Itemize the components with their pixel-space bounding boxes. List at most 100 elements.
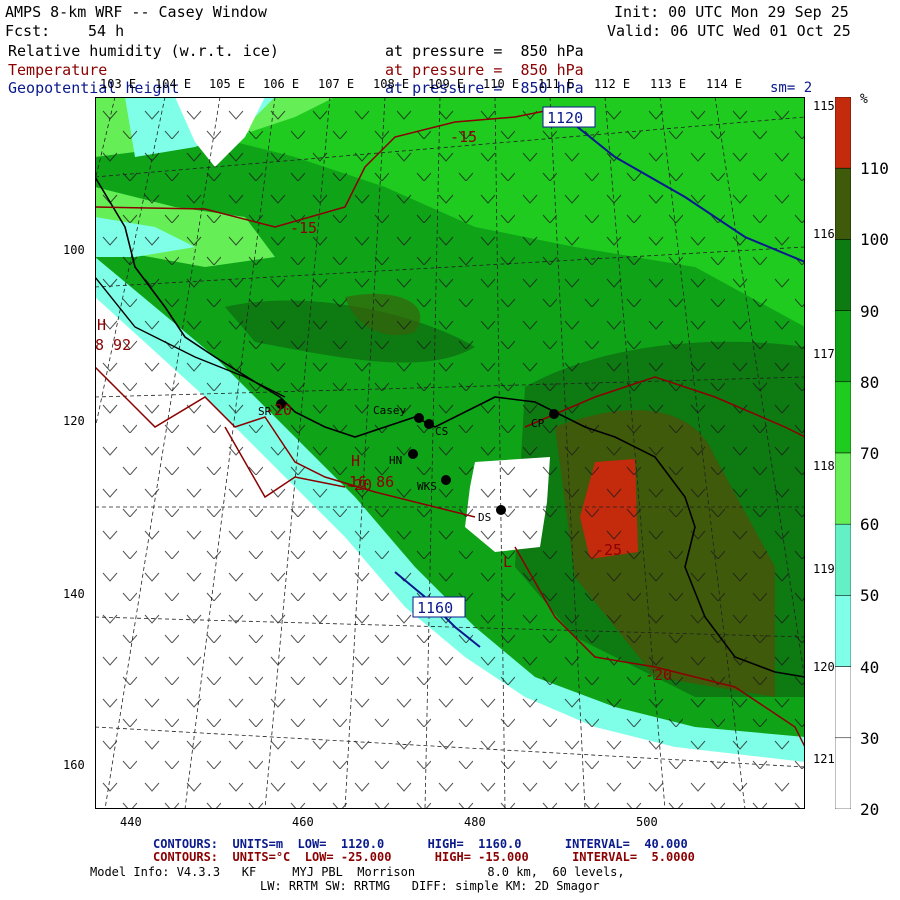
colorbar-tick-label: 70	[860, 444, 880, 463]
colorbar-tick-label: 100	[860, 230, 889, 250]
footer-temp-units: UNITS=°C	[232, 850, 291, 864]
footer-height-high: HIGH= 1160.0	[427, 837, 522, 851]
smoothing-label: sm= 2	[770, 80, 813, 96]
colorbar-tick-label: 50	[860, 586, 880, 606]
lon-label-106: 106 E	[263, 77, 300, 91]
colorbar-tick-label: 30	[860, 728, 880, 748]
colorbar-segment	[835, 239, 851, 311]
footer-height-low: LOW= 1120.0	[297, 837, 385, 851]
temp-label-d: -20	[345, 476, 372, 494]
forecast-label: Fcst:	[5, 22, 51, 40]
valid-time: Valid: 06 UTC Wed 01 Oct 25	[607, 22, 851, 40]
field-height-level: at pressure = 850 hPa	[385, 79, 584, 97]
station-dot-ds	[496, 505, 506, 515]
colorbar-unit: %	[860, 92, 868, 107]
temp-label-c: -20	[265, 401, 292, 419]
lon-label-111: 111 E	[538, 77, 575, 91]
colorbar-tick-label: 60	[860, 515, 880, 535]
high-value-casey: 16 86	[349, 473, 394, 491]
footer-height-units: UNITS=m	[232, 837, 284, 851]
high-symbol-casey: H	[351, 452, 360, 470]
lon-label-108: 108 E	[373, 77, 410, 91]
temperature-contours	[95, 106, 805, 748]
station-dot-sr	[276, 399, 286, 409]
low-symbol: L	[503, 553, 512, 571]
station-dot-hn	[408, 449, 418, 459]
footer-temp-low: LOW= -25.000	[304, 850, 392, 864]
temp-label-f: -20	[645, 666, 672, 684]
colorbar-segment	[835, 381, 851, 454]
temp-label-b: -15	[290, 219, 317, 237]
height-label-1120: 1120	[547, 109, 583, 127]
colorbar-tick-label: 110	[860, 159, 889, 179]
footer-physics-info: LW: RRTM SW: RRTMG DIFF: simple KM: 2D S…	[260, 879, 600, 893]
colorbar-segment	[835, 452, 851, 525]
station-dot-cp	[549, 409, 559, 419]
map-frame	[95, 97, 805, 809]
coastline	[95, 176, 805, 678]
rh-map: SR Casey CS HN WKS DS CP 1120 1160 -15 -…	[95, 97, 805, 809]
lon-label-114: 114 E	[706, 77, 743, 91]
wind-barbs	[95, 97, 805, 809]
colorbar-tick-label: 90	[860, 301, 880, 321]
grid-label-bottom-440: 440	[120, 815, 142, 829]
lon-label-103: 103 E	[100, 77, 137, 91]
lon-label-113: 113 E	[650, 77, 687, 91]
footer-height-label: CONTOURS:	[153, 837, 219, 851]
colorbar-segment	[835, 595, 851, 667]
footer-temp-high: HIGH= -15.000	[434, 850, 529, 864]
grid-label-left-120: 120	[63, 414, 85, 428]
footer-height-interval: INTERVAL= 40.000	[564, 837, 688, 851]
coastline-inner	[95, 276, 286, 398]
colorbar-segment	[835, 97, 851, 169]
temp-label-e: -25	[595, 541, 622, 559]
init-time: Init: 00 UTC Mon 29 Sep 25	[614, 3, 849, 21]
colorbar-tick-label: 40	[860, 657, 880, 677]
lon-label-112: 112 E	[594, 77, 631, 91]
footer-temp-interval: INTERVAL= 5.0000	[572, 850, 695, 864]
temp-label-a: -15	[450, 128, 477, 146]
field-rh-name: Relative humidity (w.r.t. ice)	[8, 42, 279, 60]
colorbar-segment	[835, 167, 851, 240]
colorbar-segment	[835, 310, 851, 383]
station-label-cp: CP	[531, 417, 545, 430]
graticule	[95, 97, 805, 809]
field-height-name: Geopotential height	[8, 79, 180, 97]
lon-label-105: 105 E	[209, 77, 246, 91]
grid-label-bottom-480: 480	[464, 815, 486, 829]
station-label-hn: HN	[389, 454, 402, 467]
footer-temp-contours: CONTOURS: UNITS=°C LOW= -25.000 HIGH= -1…	[153, 851, 695, 864]
station-label-ds: DS	[478, 511, 491, 524]
colorbar-segment	[835, 523, 851, 596]
grid-label-bottom-500: 500	[636, 815, 658, 829]
field-rh-level: at pressure = 850 hPa	[385, 42, 584, 60]
field-temp-level: at pressure = 850 hPa	[385, 61, 584, 79]
station-label-sr: SR	[258, 405, 272, 418]
colorbar-tick-label: 20	[860, 800, 880, 819]
field-temp-name: Temperature	[8, 61, 108, 79]
lon-label-104: 104 E	[155, 77, 192, 91]
station-markers	[276, 399, 559, 515]
colorbar-segment	[835, 666, 851, 739]
footer-temp-label: CONTOURS:	[153, 850, 219, 864]
station-dot-casey	[414, 413, 424, 423]
grid-label-bottom-460: 460	[292, 815, 314, 829]
lon-label-110: 110 E	[483, 77, 520, 91]
grid-label-left-140: 140	[63, 587, 85, 601]
footer-height-contours: CONTOURS: UNITS=m LOW= 1120.0 HIGH= 1160…	[153, 838, 688, 851]
station-label-cs: CS	[435, 425, 448, 438]
station-label-casey: Casey	[373, 404, 406, 417]
high-symbol-west: H	[97, 316, 106, 334]
map-title: AMPS 8-km WRF -- Casey Window	[5, 3, 267, 21]
high-value-west: 8 92	[95, 336, 131, 354]
colorbar	[835, 97, 851, 809]
footer-model-info: Model Info: V4.3.3 KF MYJ PBL Morrison 8…	[90, 865, 625, 879]
forecast-hour: 54 h	[88, 22, 125, 40]
colorbar-segment	[835, 737, 851, 809]
grid-label-left-100: 100	[63, 243, 85, 257]
lon-label-107: 107 E	[318, 77, 355, 91]
grid-label-left-160: 160	[63, 758, 85, 772]
height-label-1160: 1160	[417, 599, 453, 617]
lon-label-109: 109 E	[428, 77, 465, 91]
station-dot-cs	[424, 419, 434, 429]
